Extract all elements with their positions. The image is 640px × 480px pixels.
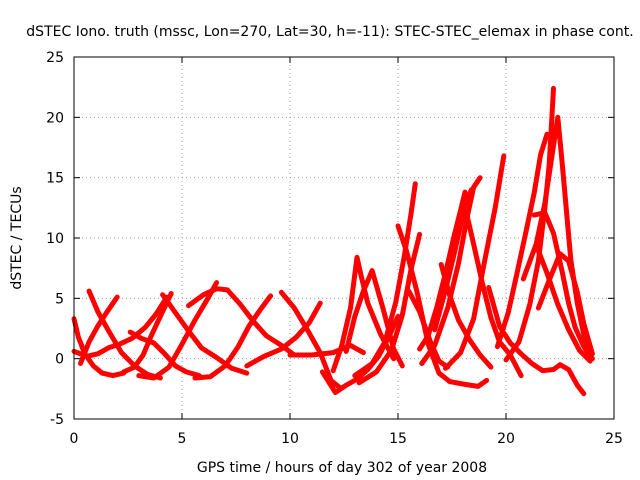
series-arc-17 <box>352 181 418 379</box>
series-arc-1 <box>71 316 127 379</box>
series-arc-6 <box>121 291 174 375</box>
series-arc-18 <box>356 231 423 386</box>
y-tick-label: 0 <box>55 352 64 368</box>
series-arc-10 <box>192 293 274 381</box>
series-arc-8 <box>136 280 220 381</box>
y-tick-label: 25 <box>46 50 64 66</box>
y-tick-label: 20 <box>46 110 64 126</box>
series-arc-12 <box>278 289 343 391</box>
x-tick-label: 20 <box>497 431 515 447</box>
series-arc-23 <box>432 187 474 333</box>
series-arc-4 <box>86 288 163 381</box>
series-arc-19 <box>395 223 490 389</box>
x-tick-label: 5 <box>178 431 187 447</box>
series-arc-22 <box>419 175 483 366</box>
series-arc-27 <box>486 285 587 397</box>
series-arc-25 <box>443 153 507 371</box>
series-arc-9 <box>186 286 297 358</box>
series-arc-20 <box>406 288 451 370</box>
chart-title: dSTEC Iono. truth (mssc, Lon=270, Lat=30… <box>26 24 633 40</box>
series-arc-11 <box>244 300 323 369</box>
y-tick-label: 10 <box>46 231 64 247</box>
series-arc-29 <box>503 85 556 363</box>
y-tick-label: 15 <box>46 171 64 187</box>
series-arc-28 <box>494 131 550 350</box>
series-arc-32 <box>533 242 593 364</box>
grid <box>74 57 614 419</box>
series-arc-33 <box>535 251 595 357</box>
series-arc-3 <box>78 294 120 366</box>
data-series <box>71 85 595 397</box>
series-arc-13 <box>287 342 366 358</box>
x-tick-label: 10 <box>281 431 299 447</box>
y-axis-label: dSTEC / TECUs <box>9 186 25 289</box>
series-arc-5 <box>127 329 202 379</box>
x-tick-label: 15 <box>389 431 407 447</box>
x-axis-label: GPS time / hours of day 302 of year 2008 <box>197 460 487 476</box>
x-tick-label: 25 <box>605 431 623 447</box>
y-tick-label: -5 <box>50 412 64 428</box>
series-arc-31 <box>531 210 595 362</box>
x-tick-label: 0 <box>70 431 79 447</box>
plot-frame <box>73 56 615 420</box>
y-tick-label: 5 <box>55 291 64 307</box>
series-arc-7 <box>160 292 250 376</box>
series-arc-15 <box>330 254 397 374</box>
series-arc-24 <box>438 262 494 370</box>
